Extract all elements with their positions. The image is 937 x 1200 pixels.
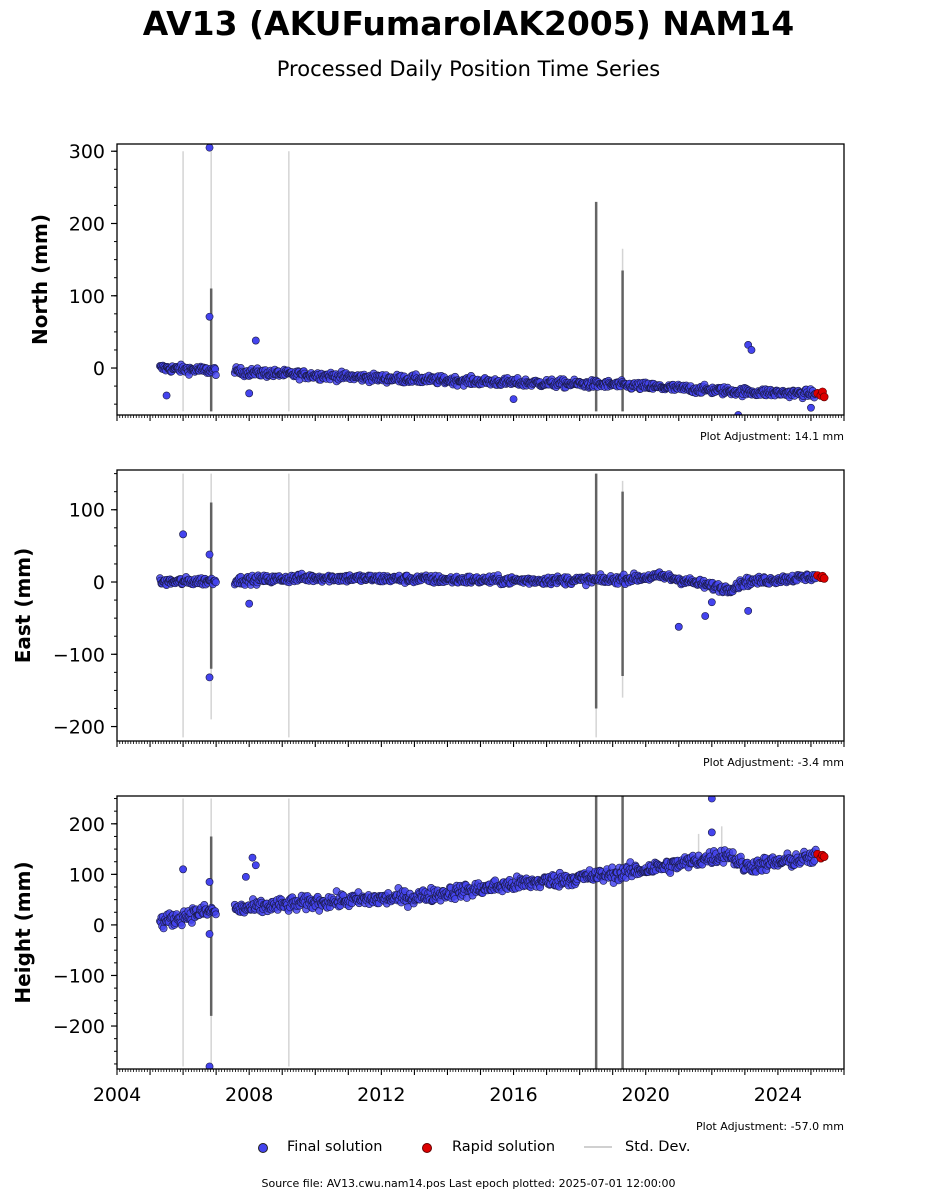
final-point-outlier xyxy=(251,861,260,870)
final-point xyxy=(403,903,412,911)
final-point xyxy=(211,910,220,919)
chart-subtitle: Processed Daily Position Time Series xyxy=(276,57,661,81)
final-point-outlier xyxy=(241,872,250,881)
panel-2: −200 −100 0 100 200 2004 2008 2012 2016 2020 2024 H… xyxy=(11,795,845,1133)
final-point-outlier xyxy=(205,1062,214,1069)
rapid-point xyxy=(819,574,829,583)
y-tick-label: 100 xyxy=(69,286,105,308)
final-point xyxy=(177,921,186,930)
x-tick-label: 2012 xyxy=(357,1084,405,1106)
y-tick-label: −200 xyxy=(53,1016,105,1038)
rapid-marker-icon xyxy=(422,1143,432,1153)
source-footer: Source file: AV13.cwu.nam14.pos Last epo… xyxy=(261,1177,676,1190)
plot-area-2 xyxy=(156,796,829,1069)
y-tick-label: 0 xyxy=(93,915,105,937)
final-point-outlier xyxy=(205,312,214,321)
x-tick-label: 2004 xyxy=(93,1084,141,1106)
final-point-outlier xyxy=(807,403,815,412)
final-point-outlier xyxy=(747,346,756,354)
plot-frame xyxy=(116,143,845,416)
y-tick-label: −100 xyxy=(53,965,105,987)
plot-adjustment-label: Plot Adjustment: 14.1 mm xyxy=(700,430,844,443)
y-tick-label: 100 xyxy=(69,500,105,522)
plot-frame xyxy=(116,795,845,1070)
y-tick-label: −200 xyxy=(53,717,105,739)
y-tick-label: 300 xyxy=(69,141,105,163)
rapid-point xyxy=(819,852,829,861)
x-tick-label: 2008 xyxy=(225,1084,273,1106)
final-point-outlier xyxy=(707,796,716,803)
final-point-outlier xyxy=(251,336,260,345)
final-point-outlier xyxy=(245,389,254,398)
x-tick-label: 2024 xyxy=(754,1084,802,1106)
y-tick-label: 0 xyxy=(93,358,105,380)
legend-std-label: Std. Dev. xyxy=(625,1139,691,1155)
final-point-outlier xyxy=(707,828,716,837)
x-tick-label: 2020 xyxy=(622,1084,670,1106)
plot-frame xyxy=(116,469,845,742)
rapid-point xyxy=(819,392,829,402)
plot-adjustment-label: Plot Adjustment: -57.0 mm xyxy=(696,1120,844,1133)
y-axis-label: Height (mm) xyxy=(11,861,35,1003)
final-point-outlier xyxy=(701,612,710,620)
panel-0: 0 100 200 300 North (mm) Plot Adjustment: 14.… xyxy=(28,141,845,443)
final-point xyxy=(728,848,737,857)
final-point-outlier xyxy=(509,395,518,404)
final-point-outlier xyxy=(205,878,214,886)
final-point-outlier xyxy=(205,673,214,682)
y-tick-label: 0 xyxy=(93,572,105,594)
plot-area-1 xyxy=(156,473,829,738)
legend-final-label: Final solution xyxy=(287,1139,383,1155)
final-point xyxy=(159,924,168,933)
final-point-outlier xyxy=(744,607,753,615)
plot-adjustment-label: Plot Adjustment: -3.4 mm xyxy=(703,756,844,769)
legend: Final solution Rapid solution Std. Dev. xyxy=(0,1136,937,1158)
final-point xyxy=(211,371,220,379)
final-point xyxy=(211,578,220,587)
final-point-outlier xyxy=(162,391,171,400)
plot-area-0 xyxy=(156,144,829,415)
panel-1: −200 −100 0 100 East (mm) Plot Adjustment: -3… xyxy=(11,469,845,769)
y-axis-label: East (mm) xyxy=(11,548,35,664)
y-tick-label: −100 xyxy=(53,644,105,666)
final-point-outlier xyxy=(205,550,214,559)
legend-rapid-label: Rapid solution xyxy=(452,1139,556,1155)
y-axis-label: North (mm) xyxy=(28,214,52,345)
final-point-outlier xyxy=(205,930,214,938)
final-point-outlier xyxy=(248,853,257,862)
y-tick-label: 100 xyxy=(69,864,105,886)
y-tick-label: 200 xyxy=(69,814,105,836)
x-tick-label: 2016 xyxy=(489,1084,537,1106)
final-point-outlier xyxy=(179,530,187,539)
final-point-outlier xyxy=(205,144,214,152)
chart-title: AV13 (AKUFumarolAK2005) NAM14 xyxy=(142,4,795,43)
final-point-outlier xyxy=(179,865,187,874)
y-tick-label: 200 xyxy=(69,213,105,235)
std-line-icon xyxy=(584,1146,612,1148)
final-point-outlier xyxy=(707,598,716,607)
final-marker-icon xyxy=(258,1143,268,1153)
final-point-outlier xyxy=(245,599,254,608)
final-point-outlier xyxy=(674,622,683,631)
